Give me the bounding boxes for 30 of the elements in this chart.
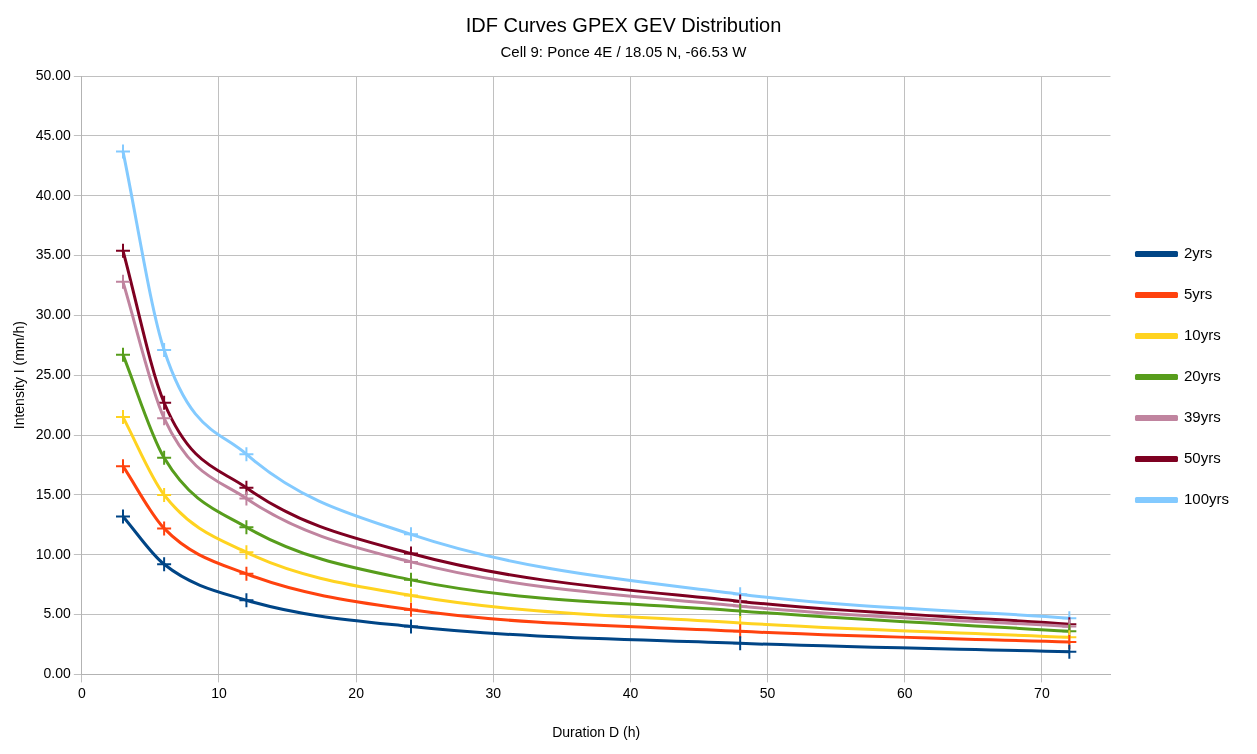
y-tick-label: 10.00 <box>35 545 72 562</box>
y-tick-label: 15.00 <box>35 485 72 502</box>
y-tick-label: 45.00 <box>35 126 72 143</box>
x-tick-label: 20 <box>348 684 365 701</box>
legend-label: 10yrs <box>1183 326 1221 344</box>
y-tick-label: 0.00 <box>43 665 72 682</box>
x-axis-title: Duration D (h) <box>552 724 641 741</box>
x-tick-label: 40 <box>622 684 639 701</box>
legend-label: 5yrs <box>1183 285 1213 303</box>
y-tick-label: 5.00 <box>43 605 72 622</box>
legend-label: 39yrs <box>1183 408 1221 426</box>
y-tick-label: 50.00 <box>35 66 72 83</box>
legend-label: 2yrs <box>1183 244 1213 262</box>
x-tick-label: 50 <box>759 684 776 701</box>
legend-label: 20yrs <box>1183 367 1221 385</box>
x-tick-label: 60 <box>896 684 913 701</box>
y-tick-label: 25.00 <box>35 366 72 383</box>
y-tick-label: 20.00 <box>35 425 72 442</box>
x-tick-label: 10 <box>211 684 227 701</box>
x-tick-label: 30 <box>485 684 502 701</box>
y-tick-label: 30.00 <box>35 306 72 323</box>
y-axis-title: Intensity I (mm/h) <box>11 321 28 430</box>
y-tick-label: 40.00 <box>35 186 72 203</box>
x-tick-label: 70 <box>1034 684 1050 701</box>
chart-title: IDF Curves GPEX GEV Distribution <box>465 13 782 36</box>
x-tick-label: 0 <box>77 684 86 701</box>
y-tick-label: 35.00 <box>35 246 72 263</box>
legend-label: 100yrs <box>1183 490 1230 508</box>
chart-subtitle: Cell 9: Ponce 4E / 18.05 N, -66.53 W <box>500 43 748 61</box>
legend-label: 50yrs <box>1183 449 1221 467</box>
